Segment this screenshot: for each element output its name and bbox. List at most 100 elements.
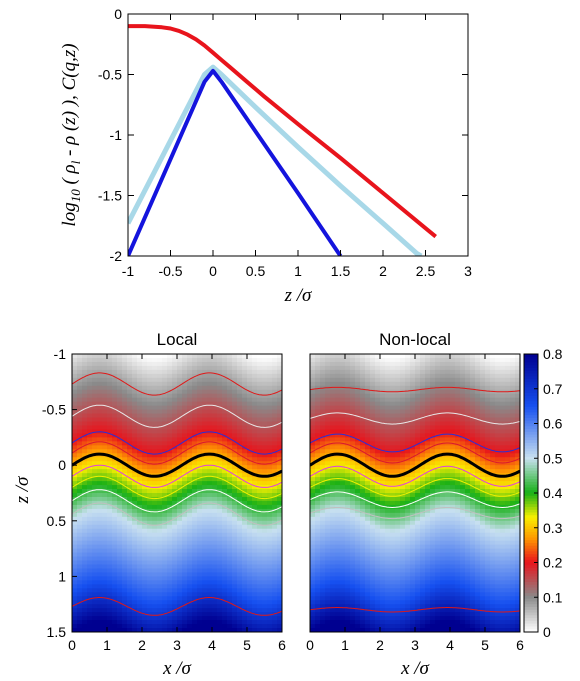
heatmap-cell bbox=[410, 576, 416, 581]
heatmap-cell bbox=[315, 524, 321, 530]
heatmap-cell bbox=[162, 417, 168, 423]
heatmap-cell bbox=[310, 365, 316, 371]
heatmap-cell bbox=[320, 369, 326, 375]
heatmap-cell bbox=[252, 540, 258, 546]
heatmap-cell bbox=[335, 481, 341, 486]
heatmap-cell bbox=[425, 524, 431, 530]
heatmap-cell bbox=[395, 385, 401, 391]
heatmap-cell bbox=[162, 596, 168, 601]
heatmap-cell bbox=[325, 365, 331, 371]
heatmap-cell bbox=[162, 477, 168, 482]
heatmap-cell bbox=[257, 373, 263, 379]
heatmap-cell bbox=[360, 560, 366, 566]
heatmap-cell bbox=[350, 481, 356, 486]
heatmap-cell bbox=[107, 361, 113, 367]
heatmap-cell bbox=[350, 508, 356, 514]
y-tick-label: -2 bbox=[110, 248, 123, 264]
heatmap-cell bbox=[435, 576, 441, 581]
heatmap-cell bbox=[112, 560, 118, 566]
heatmap-cell bbox=[82, 425, 88, 431]
heatmap-cell bbox=[445, 508, 451, 514]
heatmap-cell bbox=[370, 520, 376, 526]
heatmap-cell bbox=[277, 465, 282, 470]
heatmap-cell bbox=[142, 453, 148, 458]
heatmap-cell bbox=[325, 357, 331, 363]
heatmap-cell bbox=[97, 596, 103, 601]
heatmap-cell bbox=[355, 381, 361, 387]
heatmap-cell bbox=[162, 568, 168, 574]
heatmap-cell bbox=[340, 612, 346, 617]
heatmap-cell bbox=[157, 568, 163, 574]
heatmap-cell bbox=[335, 564, 341, 570]
heatmap-cell bbox=[92, 397, 98, 403]
heatmap-cell bbox=[385, 393, 391, 399]
heatmap-local-body bbox=[72, 354, 282, 632]
heatmap-cell bbox=[385, 568, 391, 574]
heatmap-cell bbox=[410, 536, 416, 542]
heatmap-cell bbox=[400, 568, 406, 574]
heatmap-cell bbox=[97, 354, 103, 359]
heatmap-cell bbox=[147, 393, 153, 399]
heatmap-cell bbox=[335, 369, 341, 375]
heatmap-cell bbox=[147, 441, 153, 446]
heatmap-cell bbox=[192, 453, 198, 458]
heatmap-cell bbox=[217, 544, 223, 550]
heatmap-cell bbox=[152, 540, 158, 546]
heatmap-cell bbox=[172, 496, 178, 502]
heatmap-cell bbox=[127, 469, 133, 474]
heatmap-cell bbox=[102, 469, 108, 474]
heatmap-cell bbox=[117, 584, 123, 589]
heatmap-cell bbox=[330, 357, 336, 363]
heatmap-cell bbox=[122, 540, 128, 546]
heatmap-cell bbox=[82, 536, 88, 542]
heatmap-cell bbox=[257, 624, 263, 629]
heatmap-cell bbox=[237, 437, 243, 442]
heatmap-cell bbox=[320, 572, 326, 577]
heatmap-cell bbox=[385, 357, 391, 363]
heatmap-cell bbox=[365, 616, 371, 621]
heatmap-cell bbox=[112, 425, 118, 431]
heatmap-cell bbox=[152, 401, 158, 407]
heatmap-cell bbox=[415, 365, 421, 371]
heatmap-cell bbox=[330, 604, 336, 609]
heatmap-cell bbox=[142, 620, 148, 625]
heatmap-cell bbox=[410, 461, 416, 466]
heatmap-cell bbox=[370, 620, 376, 625]
heatmap-cell bbox=[202, 600, 208, 605]
heatmap-cell bbox=[315, 592, 321, 597]
x-tick-label: 4 bbox=[208, 637, 216, 653]
heatmap-cell bbox=[445, 532, 451, 538]
heatmap-cell bbox=[345, 493, 351, 498]
heatmap-cell bbox=[177, 409, 183, 415]
heatmap-cell bbox=[425, 628, 431, 632]
heatmap-cell bbox=[445, 584, 451, 589]
heatmap-cell bbox=[310, 588, 316, 593]
heatmap-cell bbox=[380, 616, 386, 621]
heatmap-cell bbox=[197, 592, 203, 597]
heatmap-cell bbox=[272, 544, 278, 550]
heatmap-cell bbox=[405, 461, 411, 466]
x-tick-label: 3 bbox=[173, 637, 181, 653]
heatmap-cell bbox=[365, 500, 371, 506]
heatmap-cell bbox=[395, 489, 401, 494]
heatmap-cell bbox=[167, 596, 173, 601]
heatmap-cell bbox=[112, 516, 118, 522]
heatmap-cell bbox=[325, 592, 331, 597]
heatmap-cell bbox=[222, 389, 228, 395]
heatmap-cell bbox=[267, 576, 273, 581]
heatmap-cell bbox=[375, 453, 381, 458]
heatmap-cell bbox=[315, 377, 321, 383]
heatmap-cell bbox=[212, 373, 218, 379]
heatmap-cell bbox=[177, 600, 183, 605]
heatmap-cell bbox=[330, 417, 336, 423]
heatmap-cell bbox=[112, 596, 118, 601]
heatmap-cell bbox=[112, 453, 118, 458]
heatmap-cell bbox=[242, 612, 248, 617]
heatmap-cell bbox=[370, 457, 376, 462]
heatmap-cell bbox=[272, 576, 278, 581]
heatmap-cell bbox=[330, 576, 336, 581]
heatmap-cell bbox=[227, 485, 233, 490]
heatmap-cell bbox=[405, 485, 411, 490]
heatmap-cell bbox=[232, 377, 238, 383]
heatmap-cell bbox=[262, 544, 268, 550]
